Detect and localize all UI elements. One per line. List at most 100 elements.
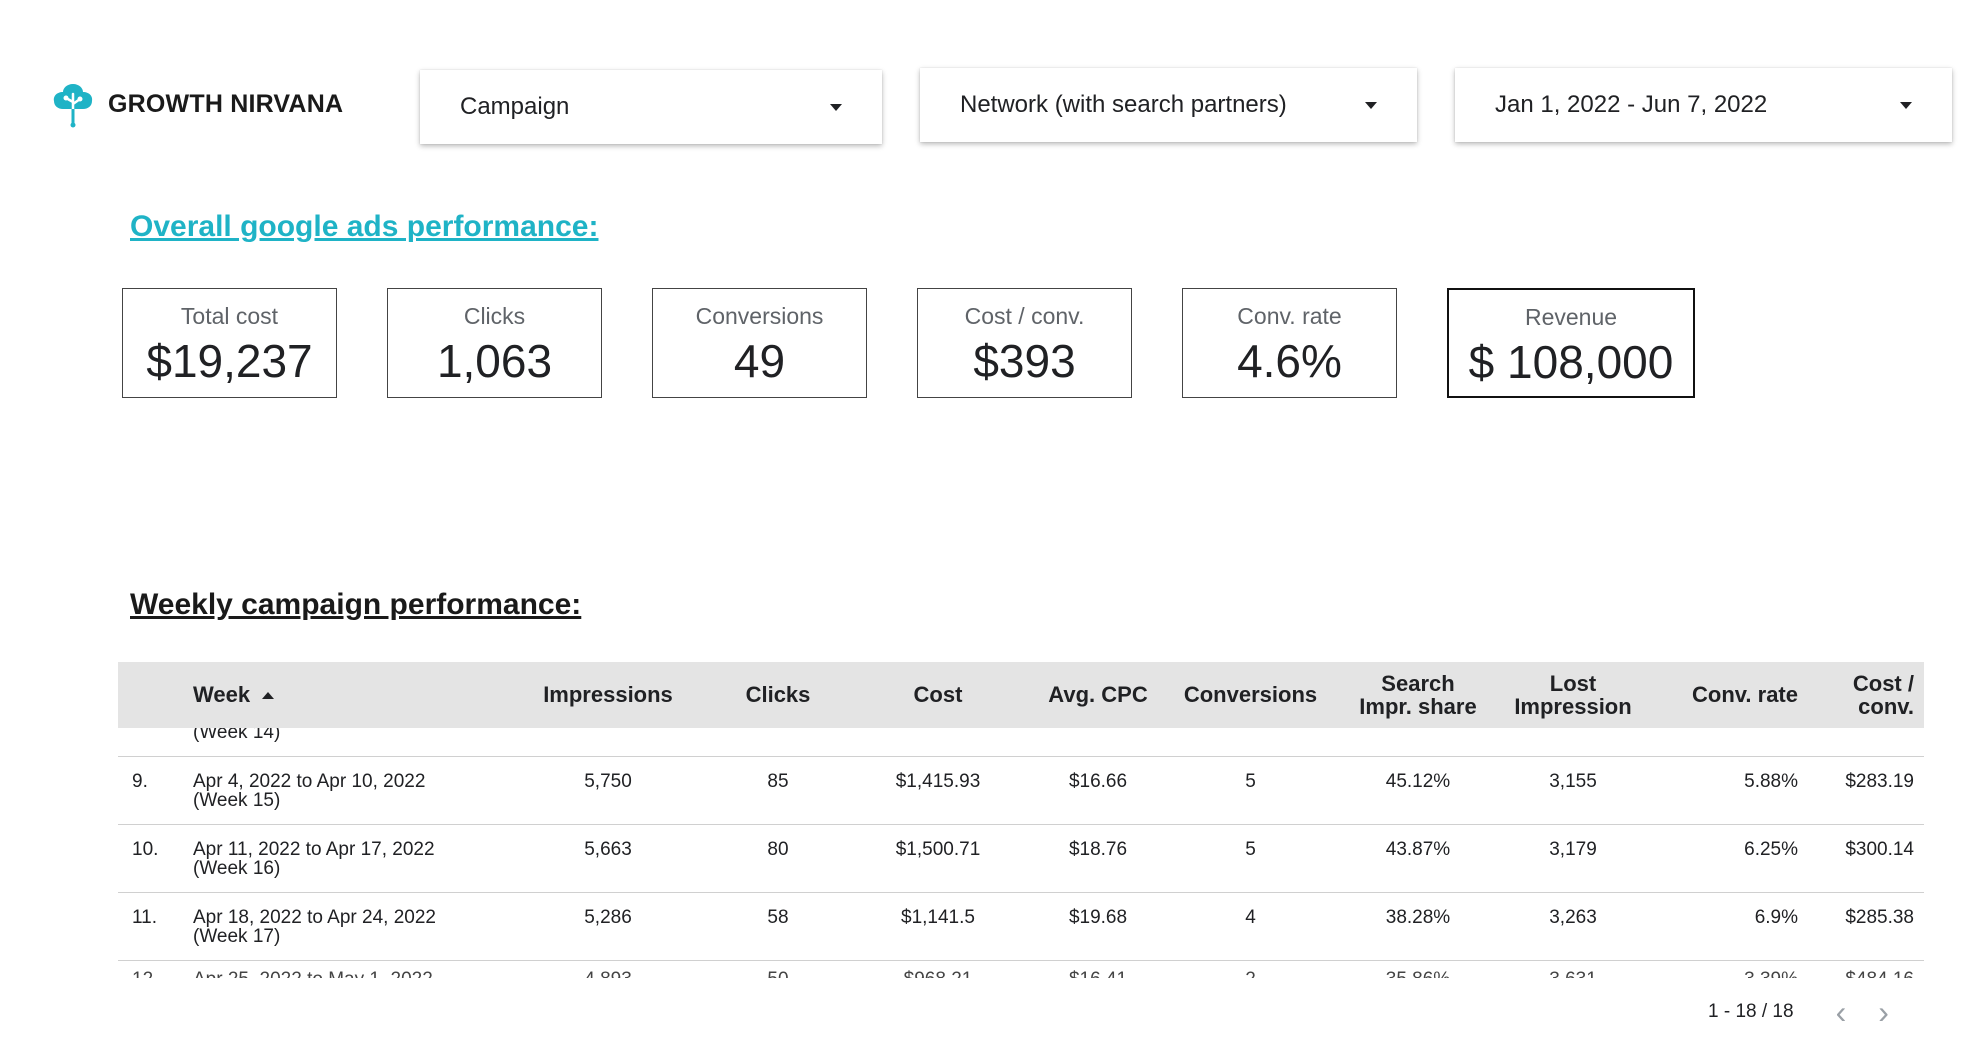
kpi-conv-rate: Conv. rate 4.6%	[1182, 288, 1397, 398]
row-divider	[118, 824, 1924, 825]
row-search-impr-share: 35.86%	[1338, 970, 1498, 978]
row-conversions: 4	[1245, 907, 1256, 928]
week-range: Apr 18, 2022 to Apr 24, 2022	[193, 907, 436, 928]
row-avg-cpc: $19.68	[1068, 907, 1128, 928]
row-avg-cpc: $18.76	[1068, 839, 1128, 860]
network-dropdown[interactable]: Network (with search partners)	[920, 68, 1417, 142]
col-header-line: Search	[1381, 670, 1455, 696]
brand-logo: GROWTH NIRVANA	[48, 80, 343, 128]
row-week: Apr 18, 2022 to Apr 24, 2022 (Week 17)	[193, 908, 436, 946]
row-index: 10.	[132, 839, 159, 860]
table-pagination: 1 - 18 / 18 ‹ ›	[1708, 996, 1889, 1028]
kpi-label: Revenue	[1524, 304, 1618, 330]
col-search-impr-share-header[interactable]: Search Impr. share	[1338, 662, 1498, 728]
table-row[interactable]: 12. Apr 25, 2022 to May 1, 2022 4,893 50…	[118, 966, 1924, 978]
row-lost-impression: 3,155	[1549, 771, 1597, 792]
date-range-value: Jan 1, 2022 - Jun 7, 2022	[1495, 91, 1768, 118]
col-conv-rate-header[interactable]: Conv. rate	[1692, 682, 1798, 708]
row-clicks: 85	[767, 771, 789, 792]
row-divider	[118, 892, 1924, 893]
weekly-performance-title: Weekly campaign performance:	[130, 588, 582, 621]
chevron-right-icon[interactable]: ›	[1878, 994, 1889, 1030]
kpi-value: 49	[733, 335, 786, 387]
kpi-value: $19,237	[146, 335, 313, 387]
col-week-label: Week	[193, 682, 251, 708]
row-cost: $1,415.93	[895, 771, 981, 792]
date-range-dropdown[interactable]: Jan 1, 2022 - Jun 7, 2022	[1455, 68, 1952, 142]
weekly-performance-table: Week Impressions Clicks Cost Avg. CPC Co…	[118, 662, 1924, 978]
row-cost: $968.21	[858, 970, 1018, 978]
network-dropdown-value: Network (with search partners)	[960, 91, 1287, 118]
kpi-label: Conv. rate	[1237, 303, 1342, 329]
caret-down-icon	[1365, 101, 1377, 109]
col-header-line: Lost	[1549, 670, 1597, 696]
campaign-dropdown-value: Campaign	[460, 93, 570, 120]
row-clicks: 50	[718, 970, 838, 978]
table-row[interactable]: 11. Apr 18, 2022 to Apr 24, 2022 (Week 1…	[118, 894, 1924, 962]
week-number: (Week 15)	[193, 790, 281, 811]
row-conv-rate: 3.39%	[1658, 970, 1798, 978]
table-row[interactable]: 10. Apr 11, 2022 to Apr 17, 2022 (Week 1…	[118, 826, 1924, 894]
campaign-dropdown[interactable]: Campaign	[420, 70, 882, 144]
col-header-line: Impression	[1514, 694, 1632, 719]
kpi-clicks: Clicks 1,063	[387, 288, 602, 398]
kpi-conversions: Conversions 49	[652, 288, 867, 398]
col-header-line: Impr. share	[1359, 694, 1477, 719]
row-divider	[118, 960, 1924, 961]
row-search-impr-share: 45.12%	[1385, 771, 1451, 792]
row-index: 12.	[132, 970, 158, 978]
row-conversions: 5	[1245, 839, 1256, 860]
row-index: 9.	[132, 771, 148, 792]
row-cost-per-conv: $484.16	[1798, 970, 1914, 978]
caret-down-icon	[830, 103, 842, 111]
row-impressions: 5,663	[584, 839, 632, 860]
kpi-label: Cost / conv.	[964, 303, 1085, 329]
caret-down-icon	[1900, 101, 1912, 109]
col-conversions-header[interactable]: Conversions	[1183, 682, 1318, 708]
col-clicks-header[interactable]: Clicks	[745, 682, 811, 708]
partial-row-week: (Week 14)	[193, 728, 281, 743]
kpi-revenue: Revenue $ 108,000	[1447, 288, 1695, 398]
row-conversions: 2	[1168, 970, 1333, 978]
row-cost-per-conv: $285.38	[1845, 907, 1914, 928]
row-index: 11.	[132, 907, 158, 928]
pagination-label: 1 - 18 / 18	[1708, 1001, 1794, 1022]
table-header: Week Impressions Clicks Cost Avg. CPC Co…	[118, 662, 1924, 728]
row-week: Apr 11, 2022 to Apr 17, 2022 (Week 16)	[193, 840, 435, 878]
col-cost-per-conv-header[interactable]: Cost / conv.	[1852, 670, 1914, 719]
row-lost-impression: 3,179	[1549, 839, 1597, 860]
col-lost-impression-header[interactable]: Lost Impression	[1493, 662, 1653, 728]
col-impressions-header[interactable]: Impressions	[543, 682, 673, 708]
kpi-total-cost: Total cost $19,237	[122, 288, 337, 398]
kpi-value: $393	[973, 335, 1076, 387]
row-cost: $1,141.5	[901, 907, 975, 928]
row-conv-rate: 6.25%	[1744, 839, 1798, 860]
row-clicks: 80	[767, 839, 789, 860]
row-week: Apr 4, 2022 to Apr 10, 2022 (Week 15)	[193, 772, 425, 810]
brand-name: GROWTH NIRVANA	[108, 89, 344, 118]
week-range: Apr 4, 2022 to Apr 10, 2022	[193, 771, 426, 792]
row-avg-cpc: $16.66	[1068, 771, 1128, 792]
row-clicks: 58	[767, 907, 789, 928]
col-week-header[interactable]: Week	[193, 662, 275, 728]
chevron-left-icon[interactable]: ‹	[1835, 994, 1847, 1030]
kpi-label: Clicks	[463, 303, 526, 329]
col-cost-header[interactable]: Cost	[913, 682, 963, 708]
week-number: (Week 16)	[193, 858, 281, 879]
row-impressions: 4,893	[518, 970, 698, 978]
week-range: Apr 11, 2022 to Apr 17, 2022	[193, 839, 435, 860]
kpi-value: 4.6%	[1237, 335, 1342, 387]
col-avg-cpc-header[interactable]: Avg. CPC	[1048, 682, 1148, 708]
kpi-label: Conversions	[695, 303, 824, 329]
row-week: Apr 25, 2022 to May 1, 2022	[193, 970, 433, 978]
row-avg-cpc: $16.41	[1018, 970, 1178, 978]
kpi-value: $ 108,000	[1468, 336, 1674, 388]
row-impressions: 5,286	[584, 907, 632, 928]
table-body: (Week 14) 9. Apr 4, 2022 to Apr 10, 2022…	[118, 728, 1924, 978]
row-lost-impression: 3,631	[1493, 970, 1653, 978]
week-number: (Week 17)	[193, 926, 281, 947]
row-cost-per-conv: $283.19	[1845, 771, 1914, 792]
row-conversions: 5	[1245, 771, 1256, 792]
table-row[interactable]: 9. Apr 4, 2022 to Apr 10, 2022 (Week 15)…	[118, 758, 1924, 826]
kpi-label: Total cost	[180, 303, 279, 329]
